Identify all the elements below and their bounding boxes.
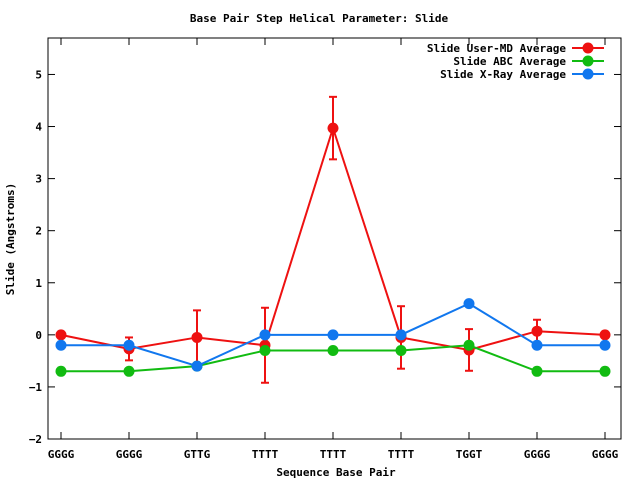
data-point: [191, 331, 203, 343]
legend-label: Slide X-Ray Average: [440, 68, 566, 81]
legend-marker: [582, 68, 594, 80]
y-tick-label: −1: [29, 381, 43, 394]
data-point: [531, 339, 543, 351]
y-axis-label: Slide (Angstroms): [4, 183, 17, 296]
x-tick-label: GGGG: [592, 448, 619, 461]
x-axis: GGGG GGGG GTTG TTTT TTTT TTTT TGGT GGGG GGGG: [48, 38, 619, 461]
data-point: [463, 339, 475, 351]
legend-label: Slide ABC Average: [453, 55, 566, 68]
data-point: [55, 339, 67, 351]
legend-label: Slide User-MD Average: [427, 42, 566, 55]
legend-marker: [582, 55, 594, 67]
data-point: [327, 329, 339, 341]
y-tick-label: 2: [35, 225, 42, 238]
x-axis-label: Sequence Base Pair: [276, 466, 396, 479]
data-point: [599, 329, 611, 341]
series-2: [55, 298, 611, 372]
x-tick-label: GGGG: [48, 448, 75, 461]
plot-frame: [47, 37, 622, 440]
x-tick-label: TGGT: [456, 448, 483, 461]
y-tick-label: 3: [35, 173, 42, 186]
data-point: [55, 365, 67, 377]
x-tick-label: GGGG: [524, 448, 551, 461]
y-tick-label: 5: [35, 68, 42, 81]
x-tick-label: GTTG: [184, 448, 211, 461]
chart-title: Base Pair Step Helical Parameter: Slide: [190, 12, 449, 25]
data-point: [123, 339, 135, 351]
data-point: [463, 298, 475, 310]
y-tick-label: 0: [35, 329, 42, 342]
data-point: [191, 360, 203, 372]
data-point: [327, 344, 339, 356]
x-tick-label: TTTT: [320, 448, 347, 461]
y-tick-label: −2: [29, 433, 42, 446]
data-point: [123, 365, 135, 377]
data-point: [259, 344, 271, 356]
data-point: [259, 329, 271, 341]
y-tick-label: 4: [35, 121, 42, 134]
data-point: [395, 329, 407, 341]
data-point: [55, 329, 67, 341]
data-point: [531, 365, 543, 377]
legend-marker: [582, 42, 594, 54]
x-tick-label: GGGG: [116, 448, 143, 461]
y-axis: −2 −1 0 1 2 3 4 5: [29, 68, 621, 446]
series-1: [55, 339, 611, 377]
series-line: [60, 124, 606, 351]
data-point: [599, 365, 611, 377]
series-layer: [55, 95, 611, 384]
y-tick-label: 1: [35, 277, 42, 290]
data-point: [327, 122, 339, 134]
data-point: [395, 344, 407, 356]
x-tick-label: TTTT: [252, 448, 279, 461]
x-tick-label: TTTT: [388, 448, 415, 461]
data-point: [599, 339, 611, 351]
data-point: [531, 325, 543, 337]
